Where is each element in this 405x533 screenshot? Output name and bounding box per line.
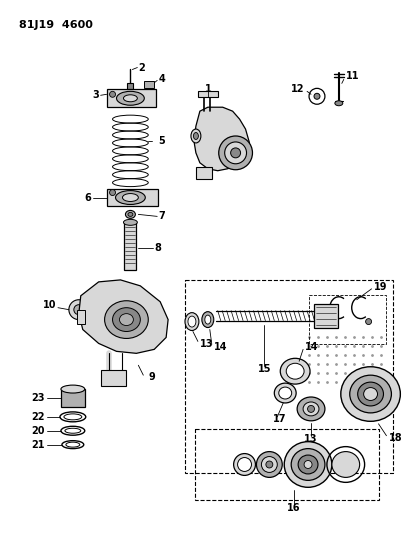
Text: 21: 21 [32,440,45,450]
Polygon shape [194,107,249,171]
Bar [100,370,126,386]
Text: 22: 22 [32,412,45,422]
Circle shape [69,300,89,320]
Bar [197,91,217,98]
Text: 10: 10 [43,300,56,310]
Ellipse shape [296,397,324,421]
Ellipse shape [123,220,137,225]
Text: 20: 20 [32,426,45,436]
Text: 14: 14 [304,342,318,352]
Ellipse shape [307,406,314,413]
Text: 13: 13 [303,434,317,443]
Ellipse shape [185,313,198,330]
Bar [185,280,392,473]
Text: 9: 9 [148,372,155,382]
Bar [124,222,136,270]
Circle shape [313,93,319,99]
Circle shape [365,319,371,325]
Text: 15: 15 [257,364,271,374]
Bar [144,82,154,88]
Ellipse shape [363,387,377,400]
Text: 81J19  4600: 81J19 4600 [19,20,93,30]
Ellipse shape [122,193,138,201]
Polygon shape [79,280,168,353]
Ellipse shape [256,451,281,478]
Text: 18: 18 [388,433,401,443]
Ellipse shape [119,313,133,326]
Bar [196,167,211,179]
Text: 23: 23 [32,393,45,403]
Ellipse shape [237,457,251,472]
Ellipse shape [104,301,148,338]
Text: 8: 8 [154,243,161,253]
Bar [127,83,133,90]
Text: 3: 3 [92,90,98,100]
Text: 19: 19 [373,282,386,292]
Bar [194,429,377,500]
Circle shape [109,91,115,98]
Ellipse shape [188,316,196,327]
Ellipse shape [284,442,331,487]
Text: 13: 13 [199,340,213,350]
Bar [308,295,386,344]
Ellipse shape [116,91,144,105]
Text: 1: 1 [204,84,211,94]
Ellipse shape [115,191,145,205]
Ellipse shape [349,375,390,413]
Ellipse shape [112,308,140,332]
Ellipse shape [224,142,246,164]
Bar [77,310,85,324]
Ellipse shape [286,364,303,379]
Ellipse shape [340,367,399,421]
Text: 11: 11 [345,71,358,82]
Ellipse shape [261,457,277,472]
Ellipse shape [230,148,240,158]
Ellipse shape [303,402,318,416]
Text: 14: 14 [213,342,227,352]
Ellipse shape [201,312,213,328]
Ellipse shape [279,358,309,384]
Ellipse shape [128,213,132,216]
Text: 4: 4 [158,75,164,84]
Ellipse shape [331,451,359,478]
Text: 2: 2 [138,62,145,72]
Text: 17: 17 [273,414,286,424]
Text: 6: 6 [84,192,90,203]
Ellipse shape [218,136,252,169]
Text: 12: 12 [290,84,303,94]
Bar [61,389,85,407]
Circle shape [109,190,115,196]
Ellipse shape [303,461,311,469]
Circle shape [74,305,83,314]
Ellipse shape [357,382,383,406]
Ellipse shape [290,449,324,480]
Ellipse shape [274,383,295,403]
Ellipse shape [297,455,317,474]
Ellipse shape [190,129,200,143]
Ellipse shape [278,387,291,399]
Ellipse shape [125,211,135,219]
Ellipse shape [61,385,85,393]
Text: 5: 5 [158,136,164,146]
Ellipse shape [233,454,255,475]
Bar [107,90,156,107]
Bar [313,304,337,328]
Ellipse shape [334,101,342,106]
Bar [107,189,158,206]
Text: 16: 16 [287,503,300,513]
Text: 7: 7 [158,212,164,221]
Ellipse shape [205,315,210,324]
Ellipse shape [123,95,137,102]
Ellipse shape [193,133,198,140]
Ellipse shape [265,461,272,468]
